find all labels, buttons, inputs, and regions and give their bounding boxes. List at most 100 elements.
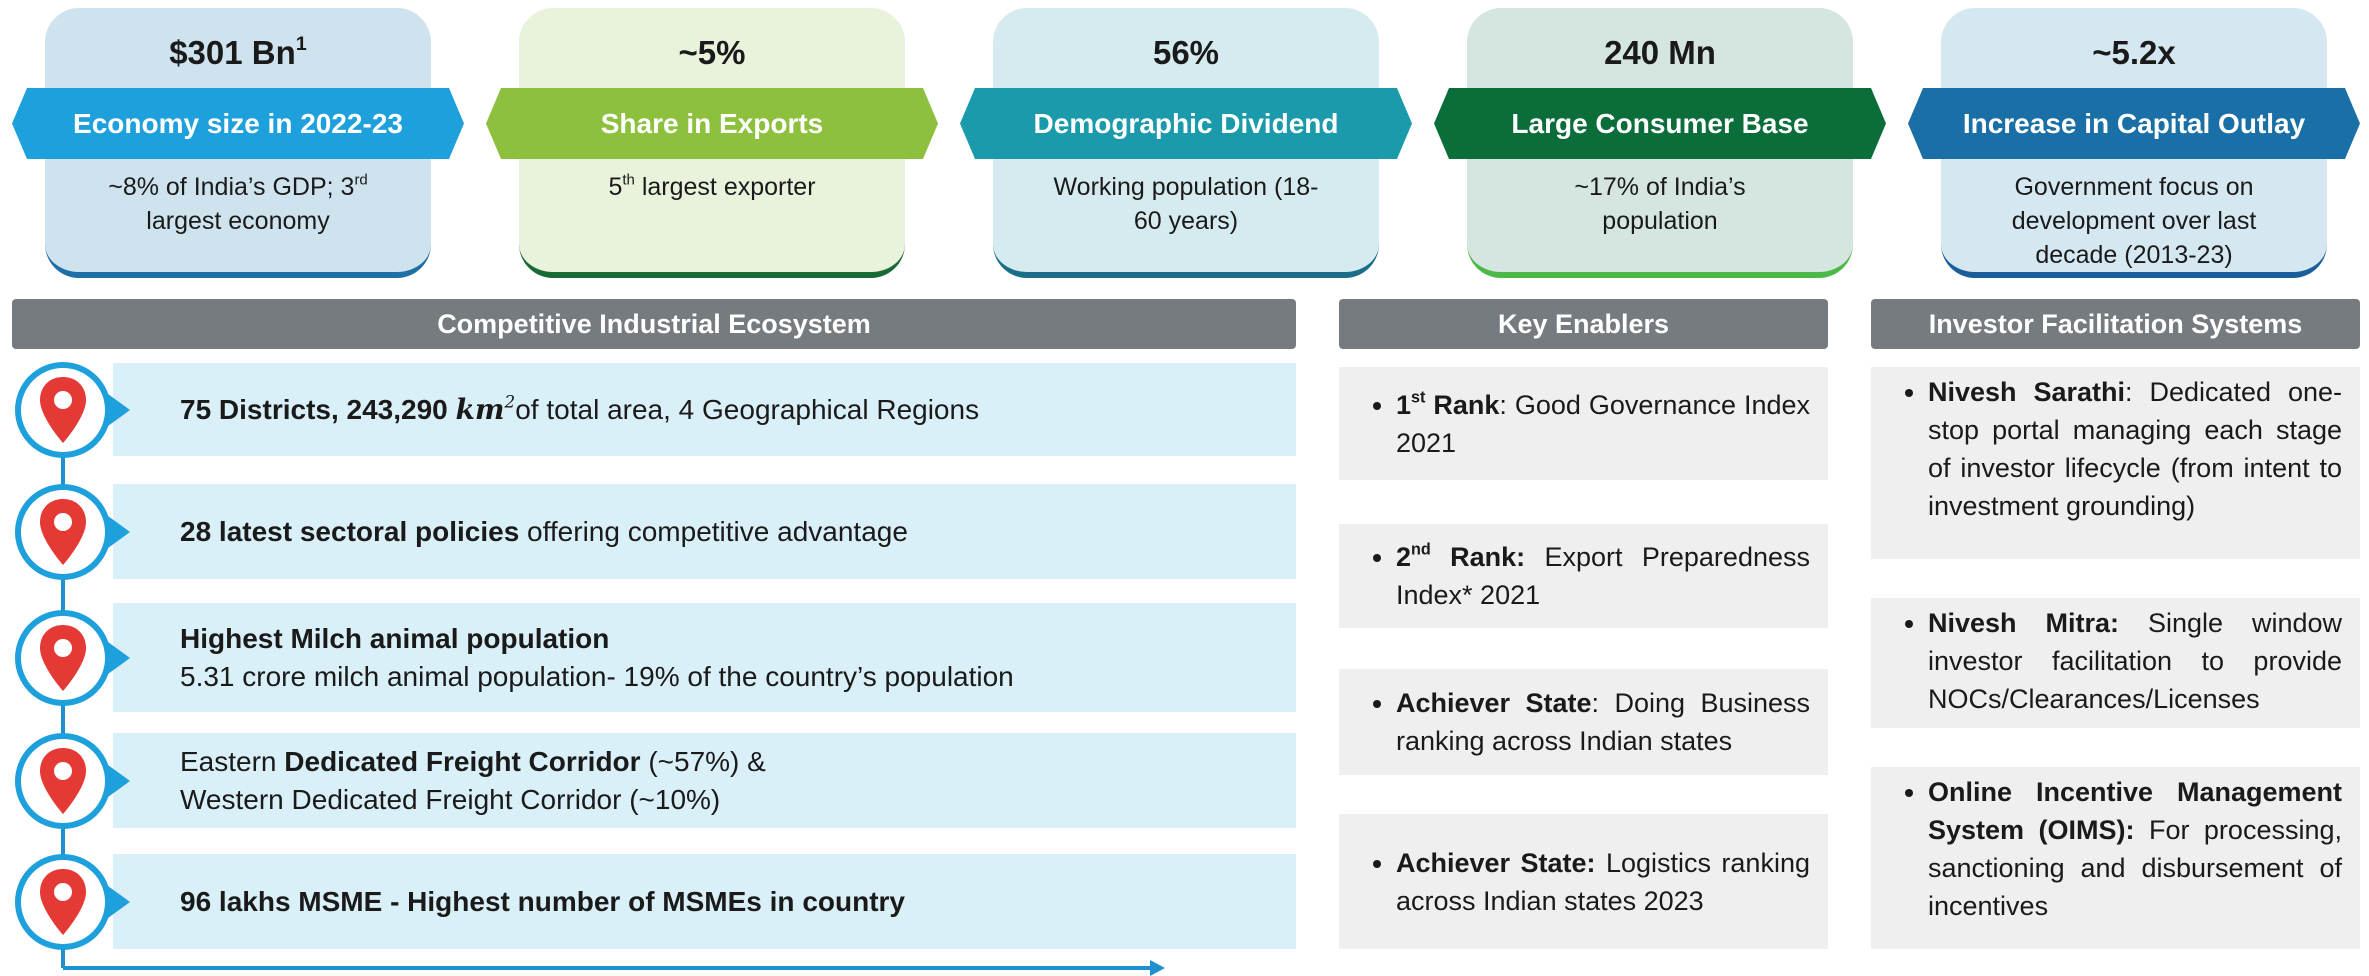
text-run: : Dedicated one-stop portal managing eac… [1928,377,2343,521]
pointer [108,885,130,918]
pin-icon [15,483,111,580]
kpi-value: ~5% [519,34,905,72]
text-run: nd [1411,540,1431,559]
text-run: 28 latest sectoral policies [180,515,520,547]
kpi-label: Large Consumer Base [1434,88,1886,159]
row-line: Western Dedicated Freight Corridor (~10%… [180,781,1296,819]
text-run: 2 [1396,542,1412,572]
kpi-desc: Government focus on development over las… [1941,170,2327,272]
kpi-label: Share in Exports [486,88,938,159]
text-run: Working population (18-60 years) [1053,173,1319,235]
text-run: For processing, sanctioning and disburse… [1928,815,2342,921]
text-run: : Doing Business ranking across Indian s… [1396,688,1811,756]
investor-item: Nivesh Sarathi: Dedicated one-stop porta… [1871,367,2360,559]
section-header: Investor Facilitation Systems [1871,299,2360,349]
text-run: Government focus on development over las… [2011,173,2257,269]
text-run: Achiever State [1396,688,1592,718]
ecosystem-row: 28 latest sectoral policies offering com… [113,484,1296,579]
enablers-item: Achiever State: Logistics ranking across… [1339,814,1828,949]
bullet-item: Nivesh Mitra: Single window investor fac… [1928,604,2342,718]
bullet-item: Achiever State: Doing Business ranking a… [1396,684,1810,760]
pin-icon [15,609,111,706]
text-run: ~5% [678,34,746,71]
pin-icon [15,732,111,829]
bullet-list: 2nd Rank: Export Preparedness Index* 202… [1339,538,1828,614]
kpi-label: Increase in Capital Outlay [1908,88,2360,159]
text-run: Logistics ranking across Indian states 2… [1396,847,1810,916]
text-run: th [622,171,635,189]
bullet-item: Achiever State: Logistics ranking across… [1396,844,1810,920]
text-run: offering competitive advantage [519,515,908,547]
section-header: Competitive Industrial Ecosystem [12,299,1296,349]
text-run: : Good Governance Index 2021 [1396,389,1810,458]
bullet-item: 2nd Rank: Export Preparedness Index* 202… [1396,538,1810,614]
text-run: 1 [1396,389,1412,420]
text-run: (~57%) & [640,745,766,777]
text-run: 5.31 crore milch animal population- 19% … [180,660,1014,692]
text-run: 1 [295,33,307,56]
text-run: Dedicated Freight Corridor [284,745,641,777]
bullet-list: 1st Rank: Good Governance Index 2021 [1339,386,1828,462]
text-run: Online Incentive Management System (OIMS… [1928,777,2342,845]
row-line: 28 latest sectoral policies offering com… [180,513,1296,551]
kpi-value: ~5.2x [1941,34,2327,72]
bullet-list: Online Incentive Management System (OIMS… [1871,767,2360,925]
row-line: 96 lakhs MSME - Highest number of MSMEs … [180,883,1296,921]
text-run: ~8% of India’s GDP; 3 [108,173,355,201]
kpi-desc: Working population (18-60 years) [993,170,1379,238]
pin-icon [15,361,111,458]
text-run: Export Preparedness Index* 2021 [1396,542,1810,610]
row-line: Highest Milch animal population [180,620,1296,658]
text-run: 2 [504,390,516,411]
text-run: rd [354,171,368,189]
ecosystem-row: 96 lakhs MSME - Highest number of MSMEs … [113,854,1296,949]
kpi-desc: ~17% of India’s population [1467,170,1853,238]
text-run: Nivesh Sarathi [1928,377,2126,407]
kpi-desc: ~8% of India’s GDP; 3rd largest economy [45,170,431,238]
kpi-value: 240 Mn [1467,34,1853,72]
text-run: 240 Mn [1604,34,1716,71]
bullet-item: Nivesh Sarathi: Dedicated one-stop porta… [1928,373,2342,525]
kpi-value: 56% [993,34,1379,72]
bullet-list: Achiever State: Logistics ranking across… [1339,844,1828,920]
section-header: Key Enablers [1339,299,1828,349]
text-run: 56% [1152,34,1220,71]
text-run: Achiever State: [1396,847,1596,878]
bullet-list: Nivesh Mitra: Single window investor fac… [1871,598,2360,718]
bullet-list: Nivesh Sarathi: Dedicated one-stop porta… [1871,367,2360,525]
text-run: 75 Districts, 243,290 [180,393,456,425]
pointer [108,515,130,548]
bullet-item: 1st Rank: Good Governance Index 2021 [1396,386,1810,462]
text-run: 5 [608,173,623,201]
text-run: Single window investor facilitation to p… [1928,608,2342,714]
text-run: Nivesh Mitra: [1928,608,2119,638]
ecosystem-row: 75 Districts, 243,290 km2of total area, … [113,363,1296,456]
enablers-item: 1st Rank: Good Governance Index 2021 [1339,367,1828,480]
pointer [108,764,130,797]
kpi-value: $301 Bn1 [45,34,431,72]
investor-item: Online Incentive Management System (OIMS… [1871,767,2360,949]
text-run: st [1411,388,1426,407]
pointer [108,393,130,426]
text-run: Rank: [1430,542,1526,572]
text-run: ~17% of India’s population [1574,173,1746,235]
investor-item: Nivesh Mitra: Single window investor fac… [1871,598,2360,728]
text-run: Highest Milch animal population [180,622,610,654]
text-run: Western Dedicated Freight Corridor (~10%… [180,783,721,815]
pointer [108,641,130,674]
enablers-item: Achiever State: Doing Business ranking a… [1339,669,1828,775]
pin-icon [15,853,111,950]
text-run: ~5.2x [2092,34,2176,71]
row-line: 75 Districts, 243,290 km2of total area, … [180,391,1296,429]
kpi-label: Economy size in 2022-23 [12,88,464,159]
text-run: largest exporter [634,173,816,201]
enablers-item: 2nd Rank: Export Preparedness Index* 202… [1339,524,1828,628]
kpi-label: Demographic Dividend [960,88,1412,159]
text-run: Eastern [180,745,285,777]
text-run: $301 Bn [169,34,296,71]
row-line: Eastern Dedicated Freight Corridor (~57%… [180,743,1296,781]
kpi-desc: 5th largest exporter [519,170,905,204]
bullet-item: Online Incentive Management System (OIMS… [1928,773,2342,925]
text-run: largest economy [146,207,330,235]
